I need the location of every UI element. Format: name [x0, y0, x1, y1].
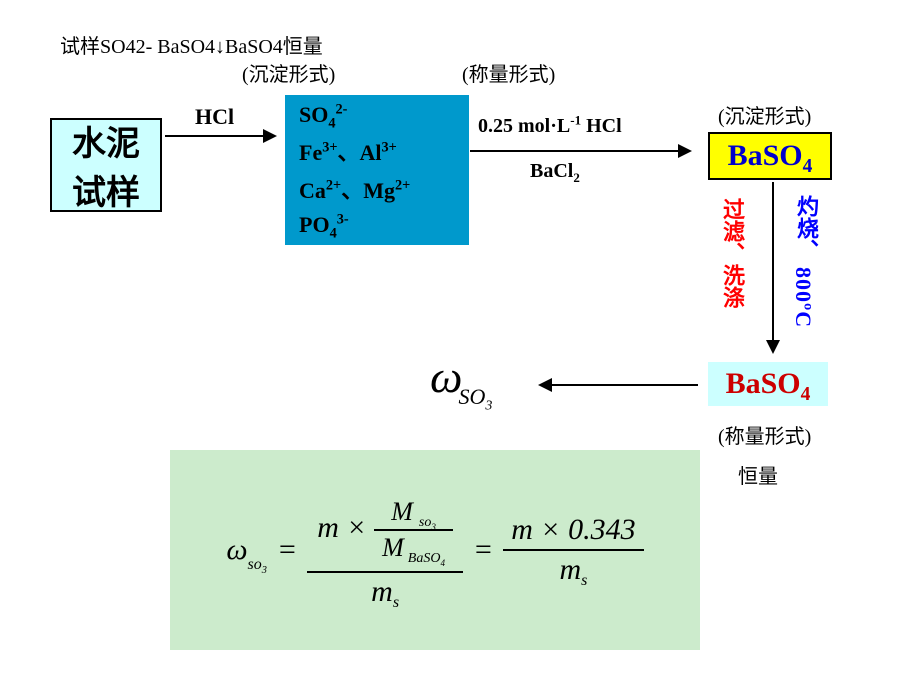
eq1: =	[277, 533, 297, 567]
baso4-weigh: BaSO4	[708, 362, 828, 406]
start-line2: 试样	[72, 165, 140, 214]
label-precip-right: (沉淀形式)	[718, 100, 811, 129]
formula-box: ωso3 = m × Mso3 MBaSO4 ms = m × 0.343 ms	[170, 450, 700, 650]
arrow-hcl-label: HCl	[195, 104, 234, 130]
start-line1: 水泥	[72, 116, 140, 165]
varrow-right-label: 灼烧、 800ºC	[790, 195, 822, 334]
arrow-vertical	[772, 182, 774, 352]
start-sample-box: 水泥 试样	[50, 118, 162, 212]
varrow-right-cn: 灼烧、	[790, 195, 822, 261]
label-weigh-right: (称量形式)	[718, 420, 811, 449]
ion-fe-al: Fe3+、Al3+	[299, 135, 397, 167]
ion-po4: PO43-	[299, 212, 349, 238]
varrow-left-label: 过滤、洗涤	[716, 198, 748, 308]
baso4-precip: BaSO4	[708, 132, 832, 180]
ion-so4: SO42-	[299, 102, 347, 128]
label-precip-top: (沉淀形式)	[242, 58, 335, 87]
arrow-hcl	[165, 135, 275, 137]
formula-lhs: ωso3	[226, 533, 267, 567]
ion-ca-mg: Ca2+、Mg2+	[299, 173, 410, 205]
label-const: 恒量	[738, 460, 778, 489]
arrow2-top: 0.25 mol·L-1 HCl	[478, 115, 622, 138]
arrow2-bottom: BaCl2	[530, 160, 580, 183]
varrow-right-en: 800ºC	[790, 267, 816, 328]
eq2: =	[473, 533, 493, 567]
ions-box: SO42- Fe3+、Al3+ Ca2+、Mg2+ PO43-	[285, 95, 469, 245]
header-text: 试样SO42- BaSO4↓BaSO4恒量	[60, 30, 323, 59]
omega-so3: ωSO3	[430, 350, 496, 403]
formula-frac1: m × Mso3 MBaSO4 ms	[307, 489, 463, 611]
arrow-bacl2	[470, 150, 690, 152]
formula-frac2: m × 0.343 ms	[503, 511, 643, 589]
label-weigh-top: (称量形式)	[462, 58, 555, 87]
arrow-to-omega	[540, 384, 698, 386]
